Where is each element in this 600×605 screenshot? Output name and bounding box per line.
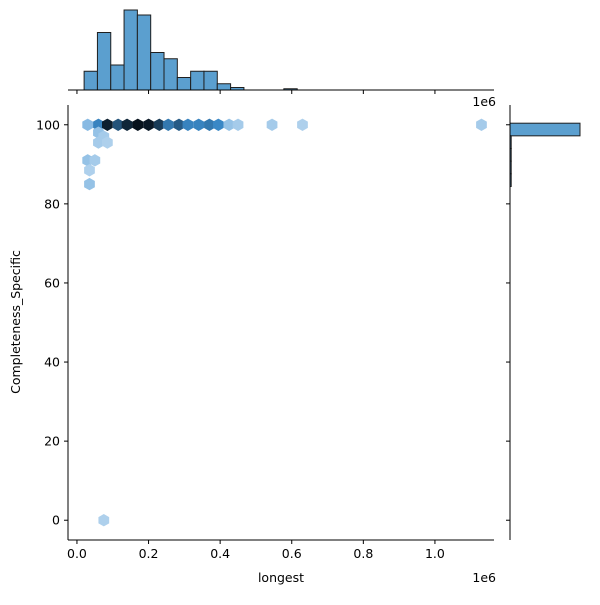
- hexbin-cell: [162, 118, 174, 131]
- hexbin-cell: [93, 136, 104, 149]
- x-histogram-bar: [203, 70, 218, 91]
- hexbin-cell: [173, 118, 185, 131]
- x-histogram-bar: [176, 77, 192, 91]
- x-tick-label: 0.8: [353, 546, 373, 561]
- x-histogram-bar: [110, 64, 125, 91]
- x-histogram-bar: [83, 70, 98, 91]
- x-tick-label: 0.6: [282, 546, 302, 561]
- hexbin-cell: [89, 154, 101, 167]
- x-axis-multiplier-label: 1e6: [472, 570, 496, 585]
- x-tick-label: 0.4: [210, 546, 230, 561]
- hexbin-cell: [193, 118, 205, 131]
- y-tick-label: 40: [44, 355, 60, 370]
- hexbin-cell: [102, 118, 113, 131]
- y-histogram-bar: [509, 122, 581, 137]
- x-histogram-bar: [163, 58, 178, 91]
- x-histogram-bar: [136, 14, 152, 91]
- hexbin-cell: [204, 118, 215, 131]
- hexbin-cell: [82, 118, 94, 131]
- hexbin-cell: [93, 118, 104, 131]
- x-histogram-bar: [123, 9, 138, 91]
- x-marginal-histogram: [83, 9, 298, 91]
- x-axis-label: longest: [258, 570, 304, 585]
- hexbin-layer: [82, 118, 487, 527]
- hexbin-cell: [182, 118, 194, 131]
- hexbin-cell: [102, 136, 113, 149]
- hexbin-cell: [98, 514, 110, 527]
- hexbin-cell: [223, 118, 235, 131]
- hexbin-cell: [121, 118, 133, 131]
- hexbin-cell: [297, 118, 308, 131]
- hexbin-cell: [84, 177, 95, 191]
- x-histogram-bar: [150, 52, 165, 91]
- x-tick-label: 0.2: [139, 546, 159, 561]
- x-histogram-bar: [190, 70, 205, 91]
- y-tick-label: 60: [44, 275, 60, 290]
- y-tick-label: 0: [52, 513, 60, 528]
- x-histogram-bar: [96, 32, 112, 91]
- x-tick-label: 0.0: [67, 546, 87, 561]
- x-tick-label: 1.0: [425, 546, 445, 561]
- hexbin-cell: [143, 118, 154, 131]
- hexbin-cell: [476, 118, 487, 131]
- hexbin-cell: [84, 164, 95, 177]
- hexbin-cell: [212, 118, 224, 131]
- axes-layer: 0.0 0.2 0.4 0.6 0.8 1.0 0 20 40 60 80 100: [36, 89, 511, 561]
- x-marginal-multiplier-label: 1e6: [472, 94, 496, 109]
- hexbin-cell: [232, 118, 244, 131]
- y-tick-label: 80: [44, 196, 60, 211]
- hexbin-cell: [112, 118, 124, 131]
- hexbin-cell: [266, 118, 278, 131]
- x-histogram-bar: [216, 83, 232, 91]
- hexbin-cell: [153, 118, 165, 131]
- y-axis-label: Completeness_Specific: [8, 250, 23, 394]
- y-marginal-histogram: [509, 122, 581, 187]
- y-tick-label: 100: [36, 117, 60, 132]
- y-tick-label: 20: [44, 434, 60, 449]
- hexbin-cell: [132, 118, 144, 131]
